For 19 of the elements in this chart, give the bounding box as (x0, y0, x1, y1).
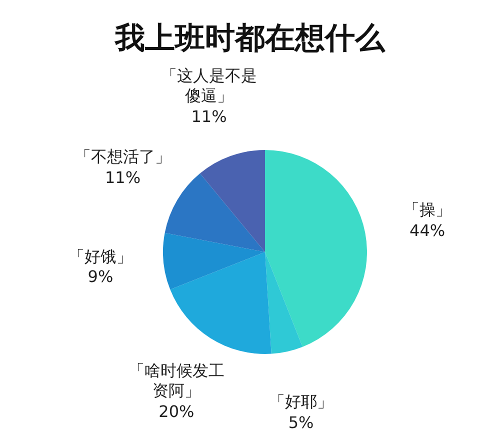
pie-slice (170, 252, 272, 354)
pie-slice (200, 150, 265, 252)
pie-slice (163, 232, 265, 290)
data-label: 5% (287, 413, 315, 434)
data-label: 11% (190, 106, 228, 128)
slice-label: 「啥时候发工资阿」 (128, 360, 224, 402)
data-label: 20% (158, 402, 196, 423)
data-label: 11% (104, 168, 142, 189)
slice-label: 「好饿」 (68, 246, 132, 268)
data-label: 9% (86, 268, 114, 288)
slice-label: 「好耶」 (269, 392, 334, 414)
pie-slice (164, 173, 265, 252)
data-label: 44% (408, 221, 446, 242)
pie-slice (265, 252, 303, 354)
slice-label: 「这人是不是傻逼」 (161, 65, 258, 107)
slice-label: 「不想活了」 (74, 147, 171, 168)
slice-label: 「操」 (403, 200, 452, 222)
pie-slice (265, 150, 367, 347)
chart-title: 我上班时都在想什么 (114, 20, 386, 58)
